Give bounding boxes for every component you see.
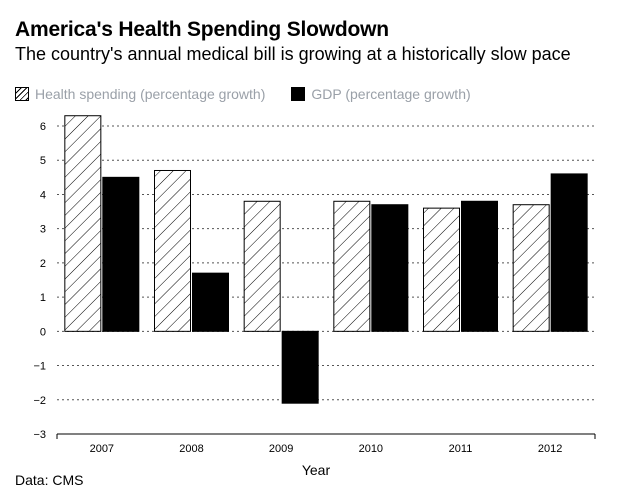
chart-title: America's Health Spending Slowdown [15, 18, 389, 41]
bar-health-spending [333, 200, 371, 332]
legend-swatch-gdp [291, 87, 306, 101]
x-tick-label: 2007 [90, 443, 114, 455]
x-tick-label: 2008 [179, 443, 203, 455]
y-tick-label: −1 [33, 361, 46, 373]
bar-gdp [550, 173, 588, 332]
bar-gdp [371, 204, 409, 332]
y-tick-label: −2 [33, 395, 46, 407]
bar-health-spending [512, 204, 550, 332]
legend-label-health: Health spending (percentage growth) [35, 86, 266, 102]
bar-health-spending [423, 207, 460, 332]
x-tick-label: 2009 [269, 443, 293, 455]
bar-gdp [281, 330, 319, 404]
legend-item-gdp: GDP (percentage growth) [291, 86, 471, 102]
x-tick-label: 2012 [538, 443, 562, 455]
y-tick-label: 0 [40, 326, 46, 338]
legend-item-health: Health spending (percentage growth) [15, 86, 265, 102]
bar-gdp [461, 200, 498, 332]
y-tick-label: −3 [33, 429, 46, 441]
legend-label-gdp: GDP (percentage growth) [311, 86, 471, 102]
legend: Health spending (percentage growth) GDP … [15, 85, 497, 103]
y-tick-label: 4 [40, 189, 46, 201]
y-tick-label: 1 [40, 292, 46, 304]
data-source: Data: CMS [15, 472, 84, 488]
bar-gdp [102, 176, 140, 332]
x-tick-label: 2011 [449, 443, 473, 455]
x-axis-title: Year [302, 462, 331, 478]
legend-swatch-health [15, 87, 29, 101]
y-tick-label: 3 [40, 224, 46, 236]
bar-health-spending [154, 169, 191, 332]
bar-gdp [192, 272, 229, 332]
y-tick-label: 6 [40, 121, 46, 133]
chart-subtitle: The country's annual medical bill is gro… [15, 44, 571, 64]
bar-health-spending [64, 115, 102, 332]
bar-health-spending [243, 200, 281, 332]
x-tick-label: 2010 [359, 443, 383, 455]
y-tick-label: 2 [40, 258, 46, 270]
y-tick-label: 5 [40, 155, 46, 167]
